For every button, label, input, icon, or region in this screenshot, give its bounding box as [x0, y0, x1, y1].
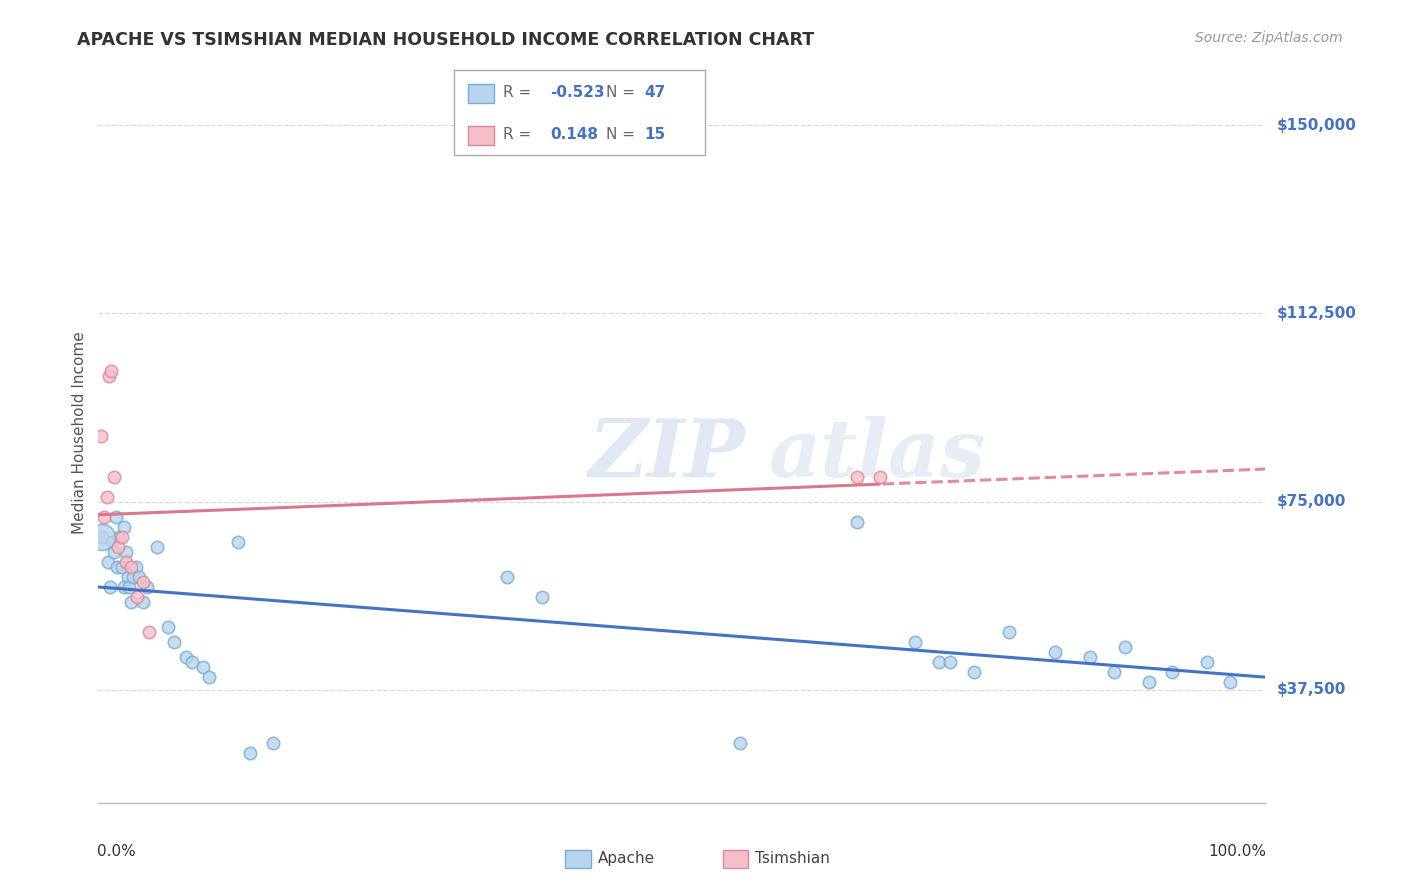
Point: [962, 665, 984, 680]
Text: ZIP: ZIP: [589, 416, 745, 493]
Point: [98, 580, 121, 594]
Point: [105, 560, 128, 574]
Point: [115, 545, 138, 559]
Point: [997, 625, 1019, 640]
Text: atlas: atlas: [769, 416, 987, 493]
Point: [1219, 675, 1241, 690]
Text: 0.0%: 0.0%: [97, 844, 136, 858]
Text: -0.523: -0.523: [550, 86, 605, 100]
Point: [112, 520, 135, 534]
Text: Tsimshian: Tsimshian: [755, 851, 831, 866]
Point: [136, 580, 159, 594]
Point: [928, 655, 950, 669]
Point: [122, 570, 145, 584]
Point: [138, 625, 160, 640]
Point: [96, 490, 118, 504]
Point: [128, 570, 150, 584]
Text: R =: R =: [503, 127, 541, 142]
Text: R =: R =: [503, 86, 537, 100]
Point: [157, 620, 180, 634]
Point: [174, 650, 197, 665]
Point: [120, 560, 142, 574]
FancyBboxPatch shape: [468, 126, 494, 145]
Point: [115, 555, 138, 569]
Point: [198, 670, 221, 684]
Text: 100.0%: 100.0%: [1209, 844, 1267, 858]
Point: [163, 635, 186, 649]
Text: Apache: Apache: [598, 851, 655, 866]
Point: [846, 469, 869, 483]
Text: N =: N =: [606, 86, 640, 100]
Point: [1195, 655, 1218, 669]
Point: [939, 655, 962, 669]
Point: [97, 555, 120, 569]
Point: [1161, 665, 1184, 680]
Point: [132, 574, 155, 589]
Point: [125, 590, 148, 604]
Point: [90, 530, 112, 544]
Point: [101, 534, 124, 549]
Point: [1080, 650, 1102, 665]
Y-axis label: Median Household Income: Median Household Income: [72, 331, 87, 534]
Point: [496, 570, 519, 584]
Text: $75,000: $75,000: [1277, 494, 1346, 509]
Text: N =: N =: [606, 127, 640, 142]
FancyBboxPatch shape: [468, 84, 494, 103]
Point: [1137, 675, 1160, 690]
Point: [869, 469, 891, 483]
Point: [100, 364, 122, 378]
FancyBboxPatch shape: [565, 850, 591, 868]
Point: [103, 545, 125, 559]
Point: [146, 540, 169, 554]
Point: [846, 515, 869, 529]
Point: [120, 595, 142, 609]
Point: [730, 735, 752, 749]
Point: [132, 595, 155, 609]
Text: 15: 15: [644, 127, 665, 142]
Point: [103, 469, 125, 483]
Point: [117, 570, 139, 584]
Point: [118, 580, 141, 594]
Point: [1114, 640, 1136, 655]
Point: [107, 540, 129, 554]
Text: $150,000: $150,000: [1277, 118, 1357, 133]
Point: [239, 746, 262, 760]
FancyBboxPatch shape: [723, 850, 748, 868]
Point: [904, 635, 927, 649]
Point: [93, 509, 115, 524]
Point: [1102, 665, 1125, 680]
Point: [262, 735, 284, 749]
Point: [90, 530, 112, 544]
Text: $37,500: $37,500: [1277, 682, 1346, 698]
Point: [180, 655, 202, 669]
Point: [97, 369, 120, 384]
Point: [193, 660, 215, 674]
Text: APACHE VS TSIMSHIAN MEDIAN HOUSEHOLD INCOME CORRELATION CHART: APACHE VS TSIMSHIAN MEDIAN HOUSEHOLD INC…: [77, 31, 814, 49]
Point: [104, 509, 127, 524]
FancyBboxPatch shape: [454, 70, 706, 155]
Text: Source: ZipAtlas.com: Source: ZipAtlas.com: [1195, 31, 1343, 45]
Point: [90, 429, 112, 443]
Text: 47: 47: [644, 86, 666, 100]
Point: [228, 534, 250, 549]
Point: [112, 580, 135, 594]
Text: 0.148: 0.148: [550, 127, 598, 142]
Point: [111, 560, 134, 574]
Point: [125, 560, 148, 574]
Text: $112,500: $112,500: [1277, 306, 1357, 321]
Point: [530, 590, 553, 604]
Point: [108, 530, 131, 544]
Point: [1045, 645, 1067, 659]
Point: [111, 530, 134, 544]
